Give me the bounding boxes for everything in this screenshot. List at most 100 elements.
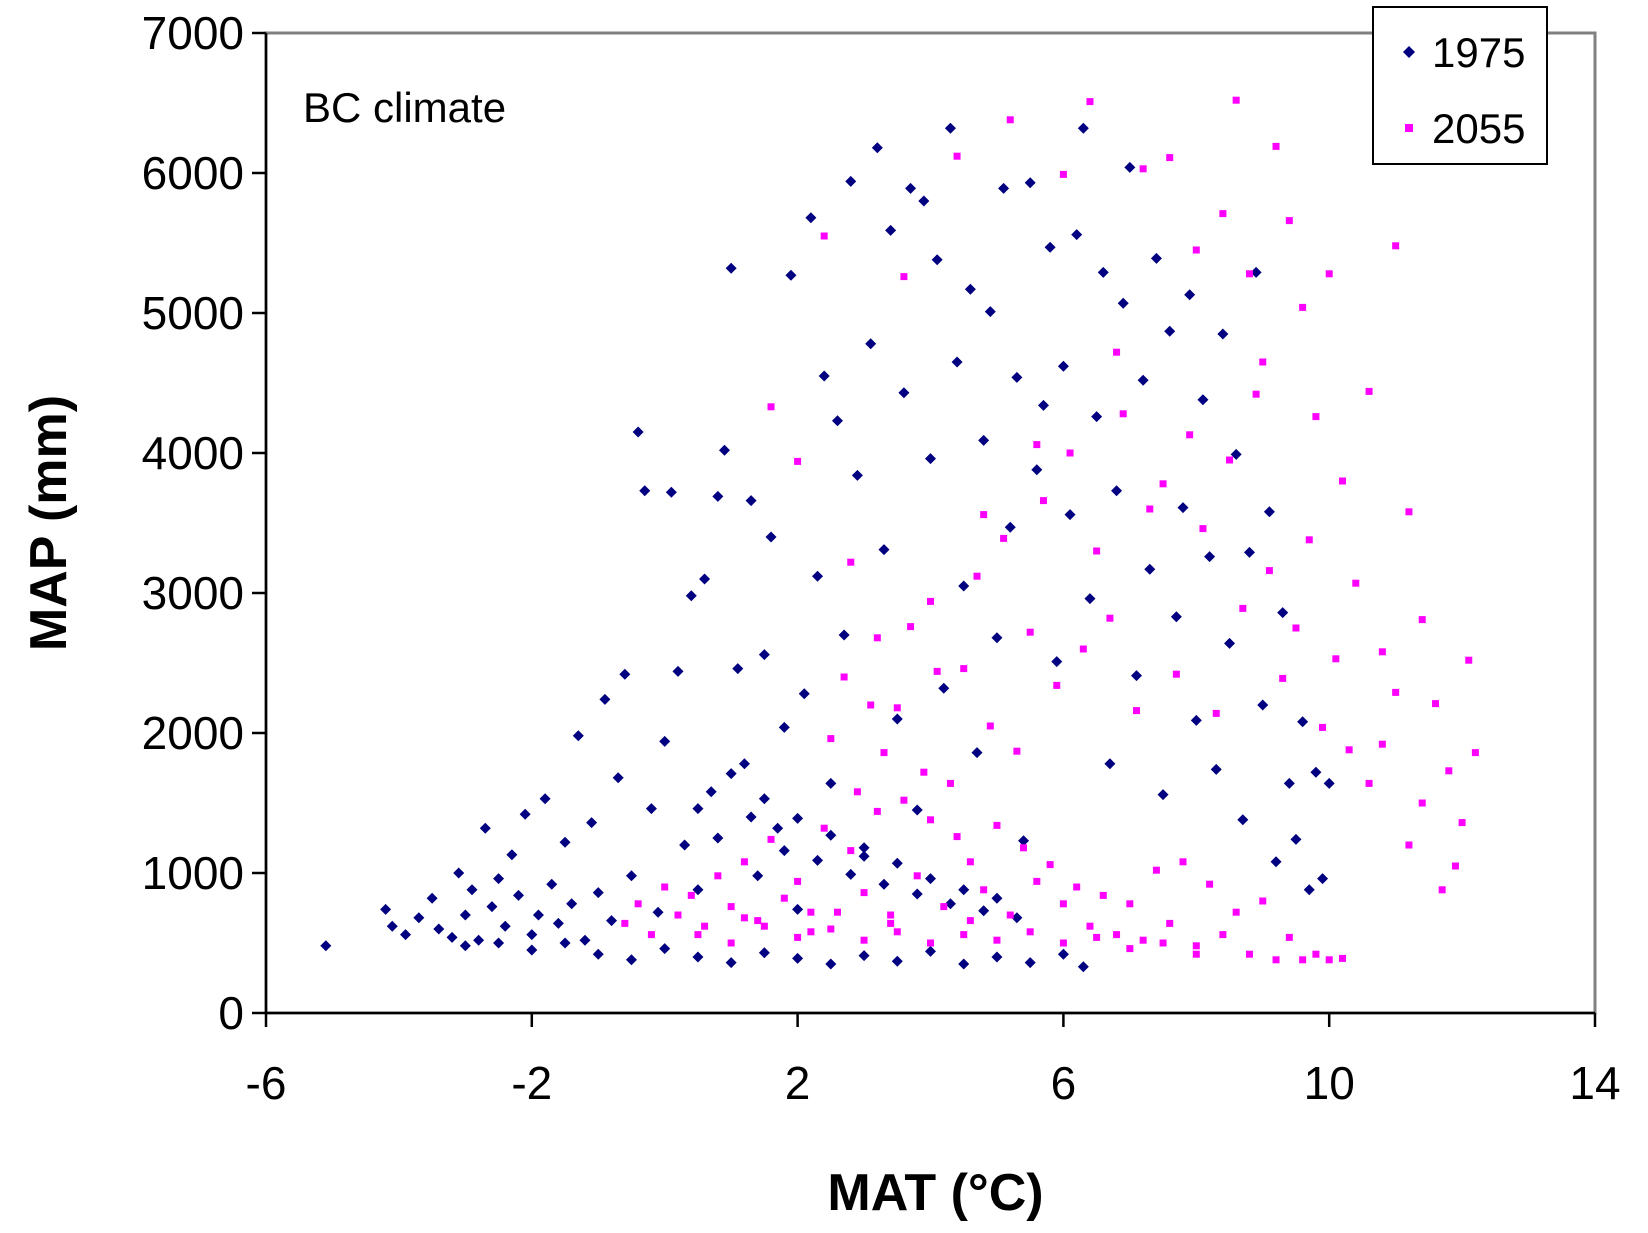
data-point-2055 [1332, 655, 1340, 663]
data-point-1975 [592, 887, 604, 899]
data-point-2055 [1033, 441, 1041, 449]
data-point-1975 [486, 901, 498, 913]
data-point-2055 [1166, 154, 1174, 162]
data-point-2055 [1405, 508, 1413, 516]
data-point-2055 [953, 833, 961, 841]
data-point-1975 [699, 573, 711, 585]
data-point-1975 [320, 940, 332, 952]
data-point-1975 [845, 175, 857, 187]
data-point-1975 [958, 580, 970, 592]
data-point-1975 [552, 917, 564, 929]
data-point-1975 [519, 808, 531, 820]
data-point-2055 [847, 847, 855, 855]
data-point-2055 [1305, 536, 1313, 544]
data-point-2055 [920, 768, 928, 776]
data-point-1975 [925, 945, 936, 957]
data-point-1975 [599, 693, 611, 705]
data-point-1975 [938, 682, 950, 694]
data-point-1975 [984, 306, 996, 318]
data-point-2055 [1432, 700, 1440, 708]
data-point-2055 [900, 796, 908, 804]
data-point-1975 [1084, 593, 1096, 605]
data-point-2055 [1245, 950, 1253, 958]
data-point-2055 [1146, 505, 1154, 513]
x-tick-label: 14 [1569, 1057, 1620, 1109]
data-point-1975 [931, 254, 943, 266]
data-point-1975 [758, 793, 770, 805]
data-point-1975 [1204, 551, 1216, 563]
data-point-2055 [1272, 956, 1280, 964]
data-point-2055 [833, 908, 841, 916]
data-point-1975 [991, 951, 1003, 963]
data-point-1975 [659, 943, 671, 955]
data-point-1975 [459, 909, 471, 921]
data-point-2055 [1325, 956, 1333, 964]
data-point-1975 [712, 490, 724, 502]
data-point-2055 [1232, 908, 1240, 916]
data-point-1975 [1077, 961, 1089, 973]
data-point-1975 [845, 868, 857, 880]
data-point-1975 [765, 531, 777, 543]
data-point-1975 [559, 836, 571, 848]
data-point-2055 [1458, 819, 1466, 827]
data-point-1975 [1197, 394, 1209, 406]
data-point-2055 [1059, 170, 1067, 178]
data-point-1975 [838, 629, 850, 641]
legend-marker-2055 [1405, 124, 1413, 132]
data-point-1975 [878, 544, 890, 556]
data-point-1975 [1290, 833, 1302, 845]
data-point-2055 [1219, 210, 1227, 218]
data-point-1975 [1323, 777, 1335, 789]
data-point-1975 [1250, 266, 1262, 278]
data-point-2055 [1418, 799, 1426, 807]
data-point-2055 [1212, 709, 1220, 717]
data-point-1975 [705, 786, 717, 798]
data-point-2055 [1093, 933, 1101, 941]
data-point-2055 [1405, 841, 1413, 849]
data-point-2055 [1192, 942, 1200, 950]
data-point-2055 [1166, 919, 1174, 927]
data-point-1975 [1130, 670, 1142, 682]
data-point-1975 [1024, 177, 1036, 189]
data-point-2055 [1046, 861, 1054, 869]
data-point-1975 [925, 873, 936, 885]
data-point-2055 [754, 917, 762, 925]
data-point-2055 [794, 933, 802, 941]
legend-label-1975: 1975 [1432, 29, 1525, 76]
x-tick-label: 6 [1051, 1057, 1077, 1109]
data-point-2055 [827, 925, 835, 933]
data-point-1975 [758, 649, 770, 661]
data-point-1975 [645, 803, 657, 815]
data-point-2055 [767, 835, 775, 843]
data-point-1975 [725, 768, 737, 780]
data-point-1975 [978, 905, 990, 917]
y-tick-label: 1000 [142, 847, 244, 899]
data-point-2055 [1285, 217, 1293, 225]
data-point-2055 [1126, 900, 1134, 908]
data-point-1975 [1263, 506, 1275, 518]
data-point-1975 [446, 931, 458, 943]
data-point-1975 [1217, 328, 1229, 340]
data-point-2055 [760, 922, 768, 930]
data-point-2055 [687, 891, 695, 899]
data-point-2055 [840, 673, 848, 681]
data-point-1975 [1057, 360, 1069, 372]
data-point-1975 [579, 934, 591, 946]
data-point-1975 [380, 903, 392, 915]
data-point-1975 [639, 485, 651, 497]
data-point-1975 [1011, 371, 1023, 383]
data-point-1975 [1243, 546, 1255, 558]
data-point-1975 [619, 668, 631, 680]
data-point-2055 [973, 572, 981, 580]
data-point-2055 [900, 273, 908, 281]
data-point-1975 [1031, 464, 1043, 476]
data-point-1975 [991, 632, 1003, 644]
data-point-2055 [1352, 579, 1360, 587]
data-point-1975 [885, 224, 897, 236]
data-point-1975 [513, 889, 525, 901]
data-point-2055 [1192, 246, 1200, 254]
data-point-2055 [860, 936, 868, 944]
data-point-1975 [1303, 884, 1315, 896]
x-tick-label: 10 [1304, 1057, 1355, 1109]
